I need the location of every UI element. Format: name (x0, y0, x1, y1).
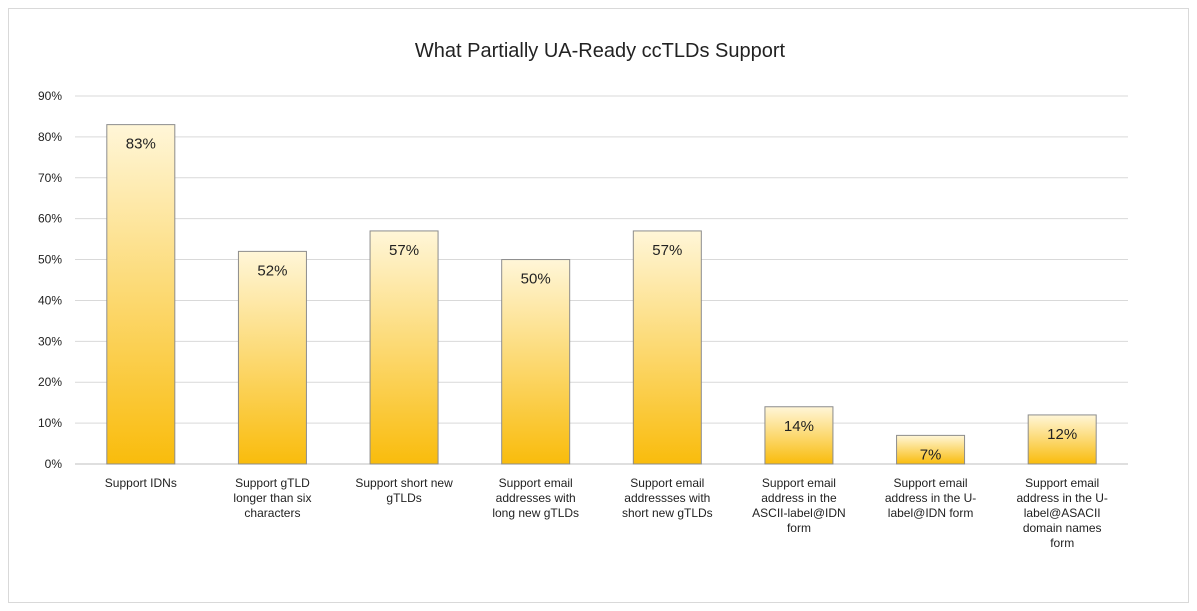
data-label: 7% (920, 446, 942, 463)
y-tick-label: 0% (45, 457, 63, 471)
category-labels: Support IDNs Support gTLD longer than six c… (105, 476, 1108, 550)
x-tick-label: Support IDNs (105, 476, 177, 490)
x-tick-label: Support email addressses with short new gT… (622, 476, 713, 520)
y-tick-label: 60% (38, 212, 62, 226)
bar (237, 250, 307, 465)
bar (896, 434, 966, 465)
y-tick-label: 20% (38, 375, 62, 389)
data-label: 52% (257, 262, 287, 279)
x-tick-label: Support short new gTLDs (355, 476, 453, 505)
data-label: 57% (389, 242, 419, 259)
bar (369, 230, 439, 465)
y-tick-label: 90% (38, 89, 62, 103)
bar (106, 124, 176, 465)
x-tick-label: Support gTLD longer than six characters (233, 476, 311, 520)
x-tick-label: Support email address in the ASCII-label@I… (752, 476, 846, 535)
chart-frame (8, 8, 1189, 603)
y-tick-label: 10% (38, 416, 62, 430)
y-tick-label: 70% (38, 171, 62, 185)
y-tick-label: 50% (38, 253, 62, 267)
x-tick-label: Support email addresses with long new gTLD… (492, 476, 579, 520)
bar (764, 406, 834, 465)
data-label: 50% (521, 271, 551, 288)
y-tick-label: 40% (38, 293, 62, 307)
gridlines: 0% 10% 20% 30% 40% 50% 60% 70% 80% 90% (38, 89, 1128, 471)
data-label: 83% (126, 136, 156, 153)
bar (1027, 414, 1097, 465)
y-tick-label: 30% (38, 334, 62, 348)
data-label: 14% (784, 418, 814, 435)
bar (632, 230, 702, 465)
x-tick-label: Support email address in the U-label@ASAC… (1016, 476, 1107, 550)
bars (106, 124, 1097, 465)
x-tick-label: Support email address in the U-label@IDN … (885, 476, 976, 520)
bar (501, 259, 571, 465)
data-label: 57% (652, 242, 682, 259)
data-labels: 83% 52% 57% 50% 57% 14% 7% 12% (126, 136, 1077, 464)
y-tick-label: 80% (38, 130, 62, 144)
data-label: 12% (1047, 426, 1077, 443)
chart-title: What Partially UA-Ready ccTLDs Support (415, 40, 786, 62)
